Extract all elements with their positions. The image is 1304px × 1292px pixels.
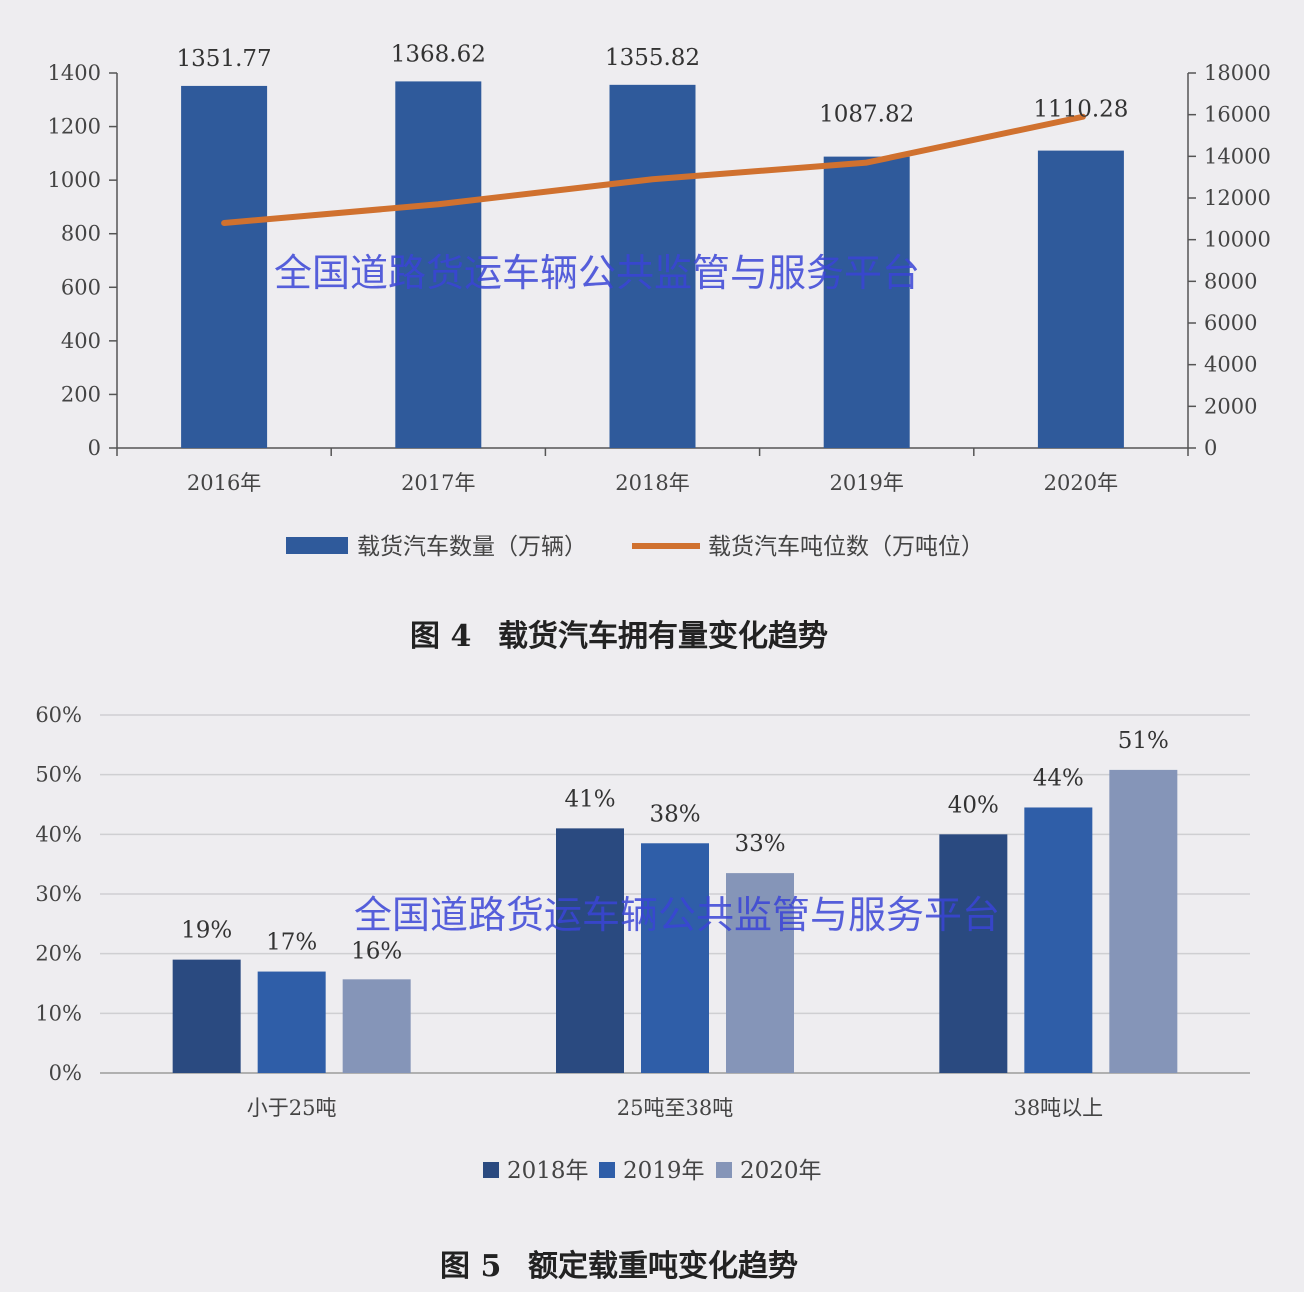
legend-label: 2018年 xyxy=(507,1158,589,1184)
y-tick-label-left: 1400 xyxy=(48,61,101,85)
y-tick-label-right: 18000 xyxy=(1204,61,1271,85)
y-tick-label-right: 8000 xyxy=(1204,269,1257,293)
bar xyxy=(726,873,794,1073)
bar xyxy=(823,156,910,449)
y-tick-label-right: 16000 xyxy=(1204,103,1271,127)
y-tick-label-left: 800 xyxy=(61,222,101,246)
chart-rated-tonnage: 0% 10% 20% 30% 40% 50% 60% 19% 17% 16% 小于25吨 41% 38%… xyxy=(35,703,1250,1284)
bar xyxy=(609,84,696,449)
y-tick-label-right: 14000 xyxy=(1204,144,1271,168)
data-label: 1351.77 xyxy=(177,46,272,72)
figure-caption-number: 图 4 xyxy=(410,619,471,654)
bar xyxy=(939,834,1008,1073)
legend-swatch-bars xyxy=(286,537,348,554)
y-tick-label: 60% xyxy=(35,703,82,727)
y-tick-label-left: 200 xyxy=(61,382,101,406)
data-label: 1368.62 xyxy=(391,41,486,67)
bar xyxy=(556,828,624,1073)
x-tick-label: 2019年 xyxy=(829,471,903,495)
x-tick-label: 25吨至38吨 xyxy=(617,1096,733,1120)
data-label: 33% xyxy=(734,831,785,857)
y-tick-label-left: 600 xyxy=(61,275,101,299)
bar xyxy=(1109,769,1178,1073)
y-tick-label-left: 400 xyxy=(61,329,101,353)
y-tick-label-right: 2000 xyxy=(1204,394,1257,418)
data-label: 1110.28 xyxy=(1033,97,1128,123)
figure-caption-title: 额定载重吨变化趋势 xyxy=(528,1249,798,1284)
y-tick-label-right: 6000 xyxy=(1204,311,1257,335)
y-tick-label-right: 12000 xyxy=(1204,186,1271,210)
data-label: 51% xyxy=(1118,728,1169,754)
x-tick-label: 小于25吨 xyxy=(247,1096,337,1120)
y-tick-label-right: 0 xyxy=(1204,436,1217,460)
chart-vehicle-ownership: 0200400600800100012001400020004000600080… xyxy=(48,41,1271,654)
y-tick-label-left: 1000 xyxy=(48,168,101,192)
y-tick-label-right: 4000 xyxy=(1204,353,1257,377)
y-tick-label: 30% xyxy=(35,882,82,906)
x-tick-label: 2018年 xyxy=(615,471,689,495)
y-tick-label: 0% xyxy=(49,1061,82,1085)
y-tick-label: 20% xyxy=(35,942,82,966)
data-label: 40% xyxy=(948,792,999,818)
watermark: 全国道路货运车辆公共监管与服务平台 xyxy=(354,893,1000,937)
bar xyxy=(1024,807,1093,1073)
x-tick-label: 38吨以上 xyxy=(1013,1096,1103,1120)
bar xyxy=(395,81,482,448)
x-tick-label: 2017年 xyxy=(401,471,475,495)
data-label: 38% xyxy=(649,801,700,827)
y-tick-label: 10% xyxy=(35,1001,82,1025)
y-tick-label-left: 1200 xyxy=(48,115,101,139)
y-tick-label-right: 10000 xyxy=(1204,228,1271,252)
y-tick-label: 50% xyxy=(35,763,82,787)
bar xyxy=(641,843,709,1073)
bar xyxy=(181,85,268,448)
legend-label: 2019年 xyxy=(623,1158,705,1184)
legend-label-bars: 载货汽车数量（万辆） xyxy=(357,534,587,560)
y-tick-label: 40% xyxy=(35,822,82,846)
x-tick-label: 2016年 xyxy=(187,471,261,495)
data-label: 16% xyxy=(351,938,402,964)
data-label: 1087.82 xyxy=(819,102,914,128)
bar xyxy=(1037,150,1124,448)
legend-label-line: 载货汽车吨位数（万吨位） xyxy=(708,534,984,560)
data-label: 41% xyxy=(564,786,615,812)
legend-swatch xyxy=(716,1162,732,1178)
data-label: 1355.82 xyxy=(605,45,700,71)
data-label: 44% xyxy=(1033,765,1084,791)
bar xyxy=(172,959,241,1073)
bar xyxy=(257,971,326,1073)
y-tick-label-left: 0 xyxy=(88,436,101,460)
figure-caption-number: 图 5 xyxy=(440,1249,501,1284)
bar xyxy=(342,979,411,1073)
legend-swatch xyxy=(483,1162,499,1178)
legend-swatch xyxy=(599,1162,615,1178)
legend-label: 2020年 xyxy=(740,1158,822,1184)
watermark: 全国道路货运车辆公共监管与服务平台 xyxy=(274,251,920,295)
data-label: 17% xyxy=(266,930,317,956)
data-label: 19% xyxy=(181,918,232,944)
x-tick-label: 2020年 xyxy=(1044,471,1118,495)
figure-caption-title: 载货汽车拥有量变化趋势 xyxy=(498,619,828,654)
